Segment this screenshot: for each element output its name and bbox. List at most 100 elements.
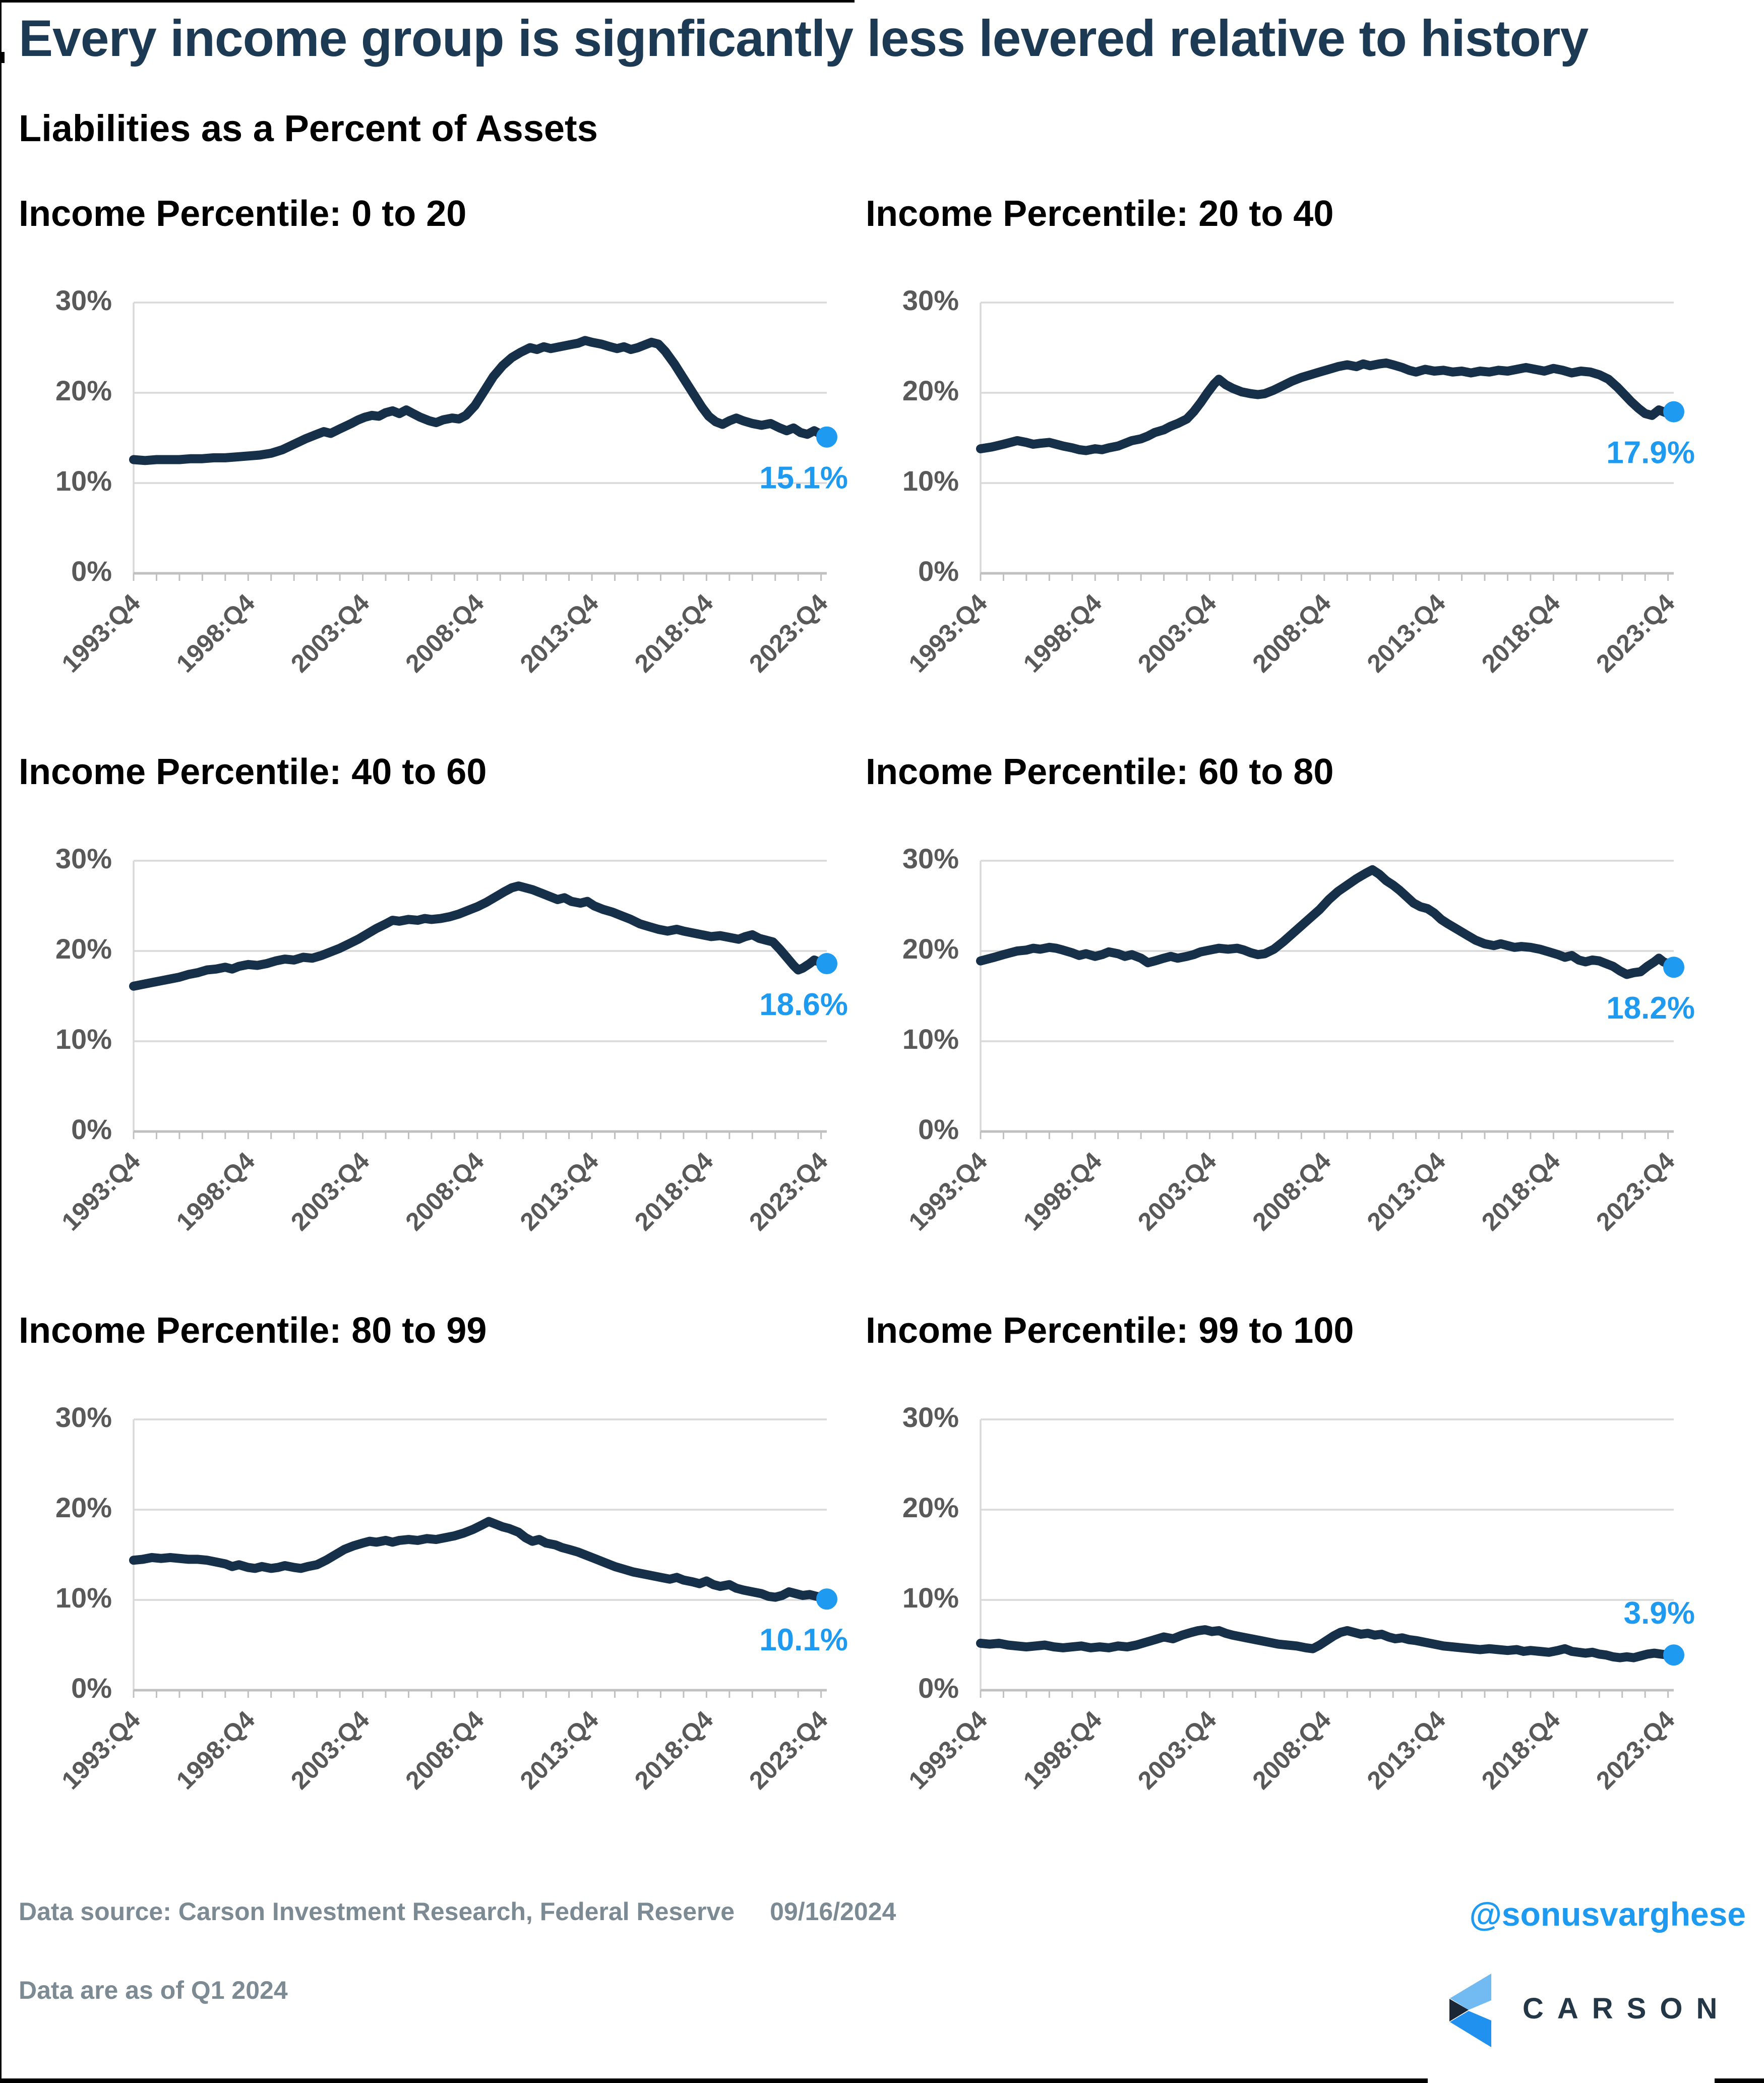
svg-text:0%: 0% <box>918 1113 959 1145</box>
svg-text:1993:Q4: 1993:Q4 <box>903 588 993 678</box>
svg-text:1998:Q4: 1998:Q4 <box>1018 1705 1107 1795</box>
data-source-line: Data source: Carson Investment Research,… <box>19 1897 896 1926</box>
date-stamp: 09/16/2024 <box>770 1897 896 1926</box>
svg-text:2023:Q4: 2023:Q4 <box>744 588 833 678</box>
svg-text:2008:Q4: 2008:Q4 <box>400 1147 489 1236</box>
svg-text:1993:Q4: 1993:Q4 <box>903 1705 993 1795</box>
svg-text:2003:Q4: 2003:Q4 <box>1132 588 1222 678</box>
svg-text:20%: 20% <box>902 933 959 965</box>
svg-text:1993:Q4: 1993:Q4 <box>56 588 146 678</box>
income-percentile-panel: Income Percentile: 60 to 80 30% 20% 10% 0% 1… <box>847 737 1764 1294</box>
svg-text:30%: 30% <box>55 1401 112 1433</box>
line-chart: 30% 20% 10% 0%1993:Q4 1998:Q4 2003:Q4 2008:Q4 2… <box>902 843 1695 1236</box>
svg-text:2023:Q4: 2023:Q4 <box>1591 588 1680 678</box>
svg-text:30%: 30% <box>55 284 112 316</box>
svg-text:0%: 0% <box>918 1672 959 1704</box>
svg-text:2008:Q4: 2008:Q4 <box>1247 588 1336 678</box>
income-percentile-panel: Income Percentile: 20 to 40 30% 20% 10% 0% 1… <box>847 179 1764 736</box>
line-chart: 30% 20% 10% 0%1993:Q4 1998:Q4 2003:Q4 2008:Q4 2… <box>902 284 1695 678</box>
line-chart: 30% 20% 10% 0%1993:Q4 1998:Q4 2003:Q4 2008:Q4 2… <box>55 1401 848 1795</box>
svg-text:30%: 30% <box>902 284 959 316</box>
svg-text:1998:Q4: 1998:Q4 <box>1018 1147 1107 1236</box>
svg-text:0%: 0% <box>71 555 112 587</box>
left-border-line <box>0 0 2 2083</box>
svg-text:0%: 0% <box>918 555 959 587</box>
panel-title: Income Percentile: 20 to 40 <box>866 194 1334 234</box>
svg-text:30%: 30% <box>902 1401 959 1433</box>
svg-text:0%: 0% <box>71 1672 112 1704</box>
carson-logo-icon <box>1449 1974 1491 2047</box>
svg-text:2013:Q4: 2013:Q4 <box>1362 588 1451 678</box>
svg-text:30%: 30% <box>902 843 959 874</box>
svg-text:2003:Q4: 2003:Q4 <box>1132 1705 1222 1795</box>
end-value-label: 15.1% <box>759 461 848 496</box>
carson-logo-word: CARSON <box>1523 1992 1731 2025</box>
svg-text:2018:Q4: 2018:Q4 <box>1476 1147 1565 1236</box>
svg-text:20%: 20% <box>55 1492 112 1523</box>
svg-text:10%: 10% <box>902 465 959 497</box>
svg-text:2003:Q4: 2003:Q4 <box>285 588 375 678</box>
panel-title: Income Percentile: 0 to 20 <box>19 194 467 234</box>
data-source-text: Data source: Carson Investment Research,… <box>19 1897 735 1926</box>
svg-text:2013:Q4: 2013:Q4 <box>515 1147 604 1236</box>
end-value-label: 18.2% <box>1606 991 1695 1026</box>
svg-text:1998:Q4: 1998:Q4 <box>1018 588 1107 678</box>
end-value-label: 10.1% <box>759 1623 848 1657</box>
svg-text:20%: 20% <box>55 933 112 965</box>
svg-text:2003:Q4: 2003:Q4 <box>1132 1147 1222 1236</box>
svg-text:10%: 10% <box>55 1023 112 1055</box>
svg-text:0%: 0% <box>71 1113 112 1145</box>
svg-text:1993:Q4: 1993:Q4 <box>56 1147 146 1236</box>
panel-title: Income Percentile: 80 to 99 <box>19 1311 487 1351</box>
svg-text:2018:Q4: 2018:Q4 <box>1476 1705 1565 1795</box>
carson-logo: CARSON <box>1449 1973 1752 2053</box>
svg-text:1993:Q4: 1993:Q4 <box>903 1147 993 1236</box>
svg-text:20%: 20% <box>55 375 112 406</box>
svg-text:20%: 20% <box>902 375 959 406</box>
bottom-border-line <box>0 2078 1428 2083</box>
svg-text:10%: 10% <box>55 1582 112 1614</box>
svg-text:1998:Q4: 1998:Q4 <box>171 588 260 678</box>
svg-text:2023:Q4: 2023:Q4 <box>744 1705 833 1795</box>
svg-text:1993:Q4: 1993:Q4 <box>56 1705 146 1795</box>
svg-text:2018:Q4: 2018:Q4 <box>629 588 718 678</box>
svg-text:2023:Q4: 2023:Q4 <box>744 1147 833 1236</box>
svg-text:30%: 30% <box>55 843 112 874</box>
bottom-right-border-line <box>1715 2078 1764 2083</box>
svg-text:1998:Q4: 1998:Q4 <box>171 1147 260 1236</box>
svg-text:2018:Q4: 2018:Q4 <box>629 1147 718 1236</box>
page-subtitle: Liabilities as a Percent of Assets <box>19 107 598 149</box>
income-percentile-panel: Income Percentile: 80 to 99 30% 20% 10% 0% 1… <box>0 1296 917 1853</box>
page-title: Every income group is signficantly less … <box>19 10 1589 67</box>
svg-text:10%: 10% <box>902 1023 959 1055</box>
svg-text:2018:Q4: 2018:Q4 <box>1476 588 1565 678</box>
line-chart: 30% 20% 10% 0%1993:Q4 1998:Q4 2003:Q4 2008:Q4 2… <box>55 284 848 678</box>
panel-title: Income Percentile: 99 to 100 <box>866 1311 1354 1351</box>
svg-text:2008:Q4: 2008:Q4 <box>400 1705 489 1795</box>
svg-text:2008:Q4: 2008:Q4 <box>400 588 489 678</box>
svg-text:2023:Q4: 2023:Q4 <box>1591 1705 1680 1795</box>
svg-text:10%: 10% <box>55 465 112 497</box>
svg-text:10%: 10% <box>902 1582 959 1614</box>
panel-title: Income Percentile: 60 to 80 <box>866 752 1334 792</box>
svg-text:2008:Q4: 2008:Q4 <box>1247 1705 1336 1795</box>
end-value-label: 18.6% <box>759 987 848 1022</box>
svg-text:2003:Q4: 2003:Q4 <box>285 1705 375 1795</box>
as-of-line: Data are as of Q1 2024 <box>19 1976 288 2004</box>
svg-text:2008:Q4: 2008:Q4 <box>1247 1147 1336 1236</box>
svg-text:2013:Q4: 2013:Q4 <box>1362 1705 1451 1795</box>
svg-text:2013:Q4: 2013:Q4 <box>515 1705 604 1795</box>
end-value-label: 3.9% <box>1624 1596 1695 1631</box>
income-percentile-panel: Income Percentile: 40 to 60 30% 20% 10% 0% 1… <box>0 737 917 1294</box>
svg-text:2023:Q4: 2023:Q4 <box>1591 1147 1680 1236</box>
income-percentile-panel: Income Percentile: 0 to 20 30% 20% 10% 0% 19… <box>0 179 917 736</box>
svg-text:1998:Q4: 1998:Q4 <box>171 1705 260 1795</box>
panel-title: Income Percentile: 40 to 60 <box>19 752 487 792</box>
svg-text:20%: 20% <box>902 1492 959 1523</box>
line-chart: 30% 20% 10% 0%1993:Q4 1998:Q4 2003:Q4 2008:Q4 2… <box>55 843 848 1236</box>
svg-text:2003:Q4: 2003:Q4 <box>285 1147 375 1236</box>
line-chart: 30% 20% 10% 0%1993:Q4 1998:Q4 2003:Q4 2008:Q4 2… <box>902 1401 1695 1795</box>
income-percentile-panel: Income Percentile: 99 to 100 30% 20% 10% 0%… <box>847 1296 1764 1853</box>
svg-text:2013:Q4: 2013:Q4 <box>1362 1147 1451 1236</box>
top-border-line <box>0 0 855 3</box>
